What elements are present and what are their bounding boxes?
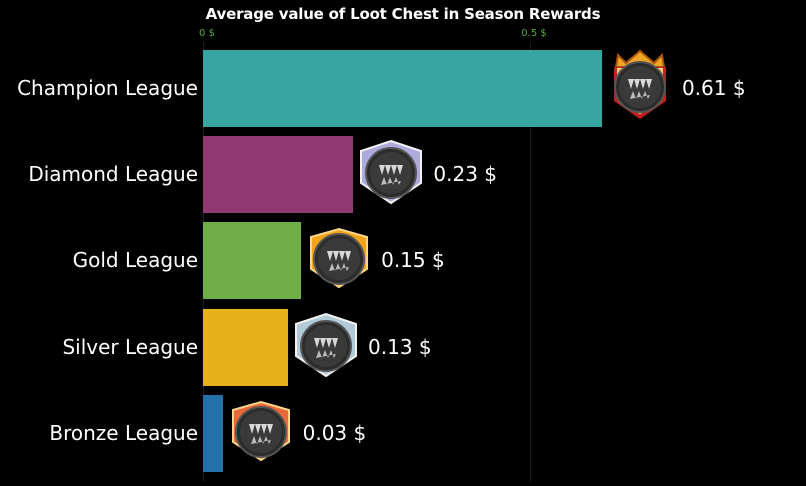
value-label: 0.23 $ — [433, 161, 498, 186]
bar — [203, 50, 602, 127]
gold-badge-icon — [299, 217, 379, 297]
category-label: Diamond League — [28, 161, 198, 186]
category-label: Silver League — [62, 334, 198, 359]
champion-badge-icon — [600, 45, 680, 125]
bar — [203, 395, 223, 472]
tick-gridline — [530, 42, 531, 482]
value-label: 0.61 $ — [681, 75, 746, 100]
category-label: Champion League — [17, 75, 198, 100]
x-tick-label: 0.5 $ — [521, 28, 547, 39]
bar — [203, 222, 302, 299]
bronze-badge-icon — [221, 390, 301, 470]
bar — [203, 309, 289, 386]
diamond-badge-icon — [351, 131, 431, 211]
bar — [203, 136, 354, 213]
value-label: 0.15 $ — [381, 247, 445, 272]
category-label: Gold League — [72, 247, 198, 272]
value-label: 0.13 $ — [368, 334, 432, 359]
chart-title: Average value of Loot Chest in Season Re… — [205, 5, 601, 23]
x-tick-label: 0 $ — [199, 28, 215, 39]
silver-badge-icon — [286, 304, 366, 384]
value-label: 0.03 $ — [302, 420, 367, 445]
category-label: Bronze League — [49, 420, 198, 445]
